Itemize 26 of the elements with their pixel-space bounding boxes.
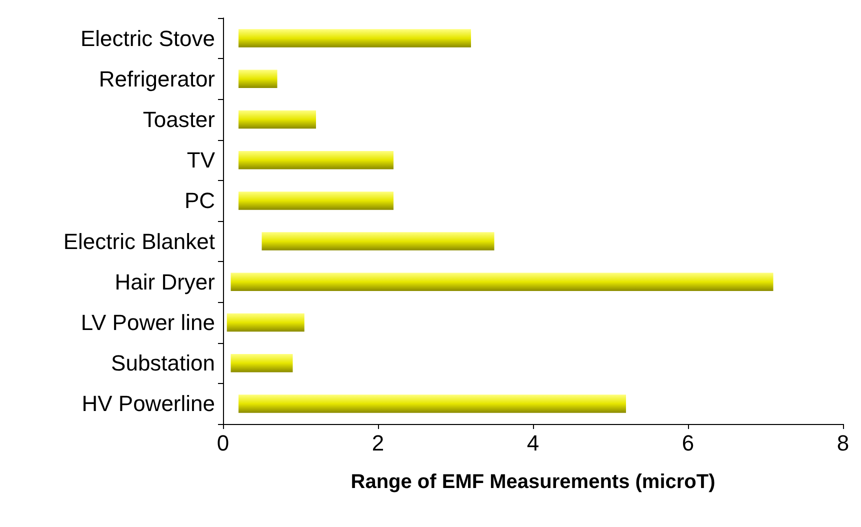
bar — [230, 272, 774, 292]
y-tick-label: TV — [186, 148, 216, 173]
x-tick-label: 0 — [216, 430, 230, 456]
x-tick-label: 6 — [682, 430, 694, 456]
x-tick-label: 4 — [526, 430, 540, 456]
x-axis-title: Range of EMF Measurements (microT) — [350, 471, 716, 493]
x-tick-label: 8 — [836, 430, 850, 456]
y-tick-label: LV Power line — [80, 310, 215, 335]
bar — [238, 29, 471, 48]
bar — [238, 192, 394, 210]
bar — [226, 313, 304, 332]
y-tick-label: Toaster — [142, 107, 215, 132]
bar — [238, 70, 278, 88]
x-tick-label: 2 — [372, 430, 384, 456]
y-tick-label: Hair Dryer — [114, 269, 215, 294]
bar — [238, 150, 394, 170]
y-tick-label: PC — [184, 188, 216, 214]
y-tick-label: Electric Blanket — [63, 228, 215, 254]
bar — [262, 232, 494, 250]
y-tick-label: Electric Stove — [80, 26, 215, 51]
bar — [238, 110, 316, 129]
bar — [238, 394, 626, 413]
y-tick-label: Substation — [111, 350, 215, 376]
y-tick-label: Refrigerator — [98, 66, 215, 92]
bar — [230, 354, 293, 372]
y-tick-label: HV Powerline — [82, 391, 215, 416]
